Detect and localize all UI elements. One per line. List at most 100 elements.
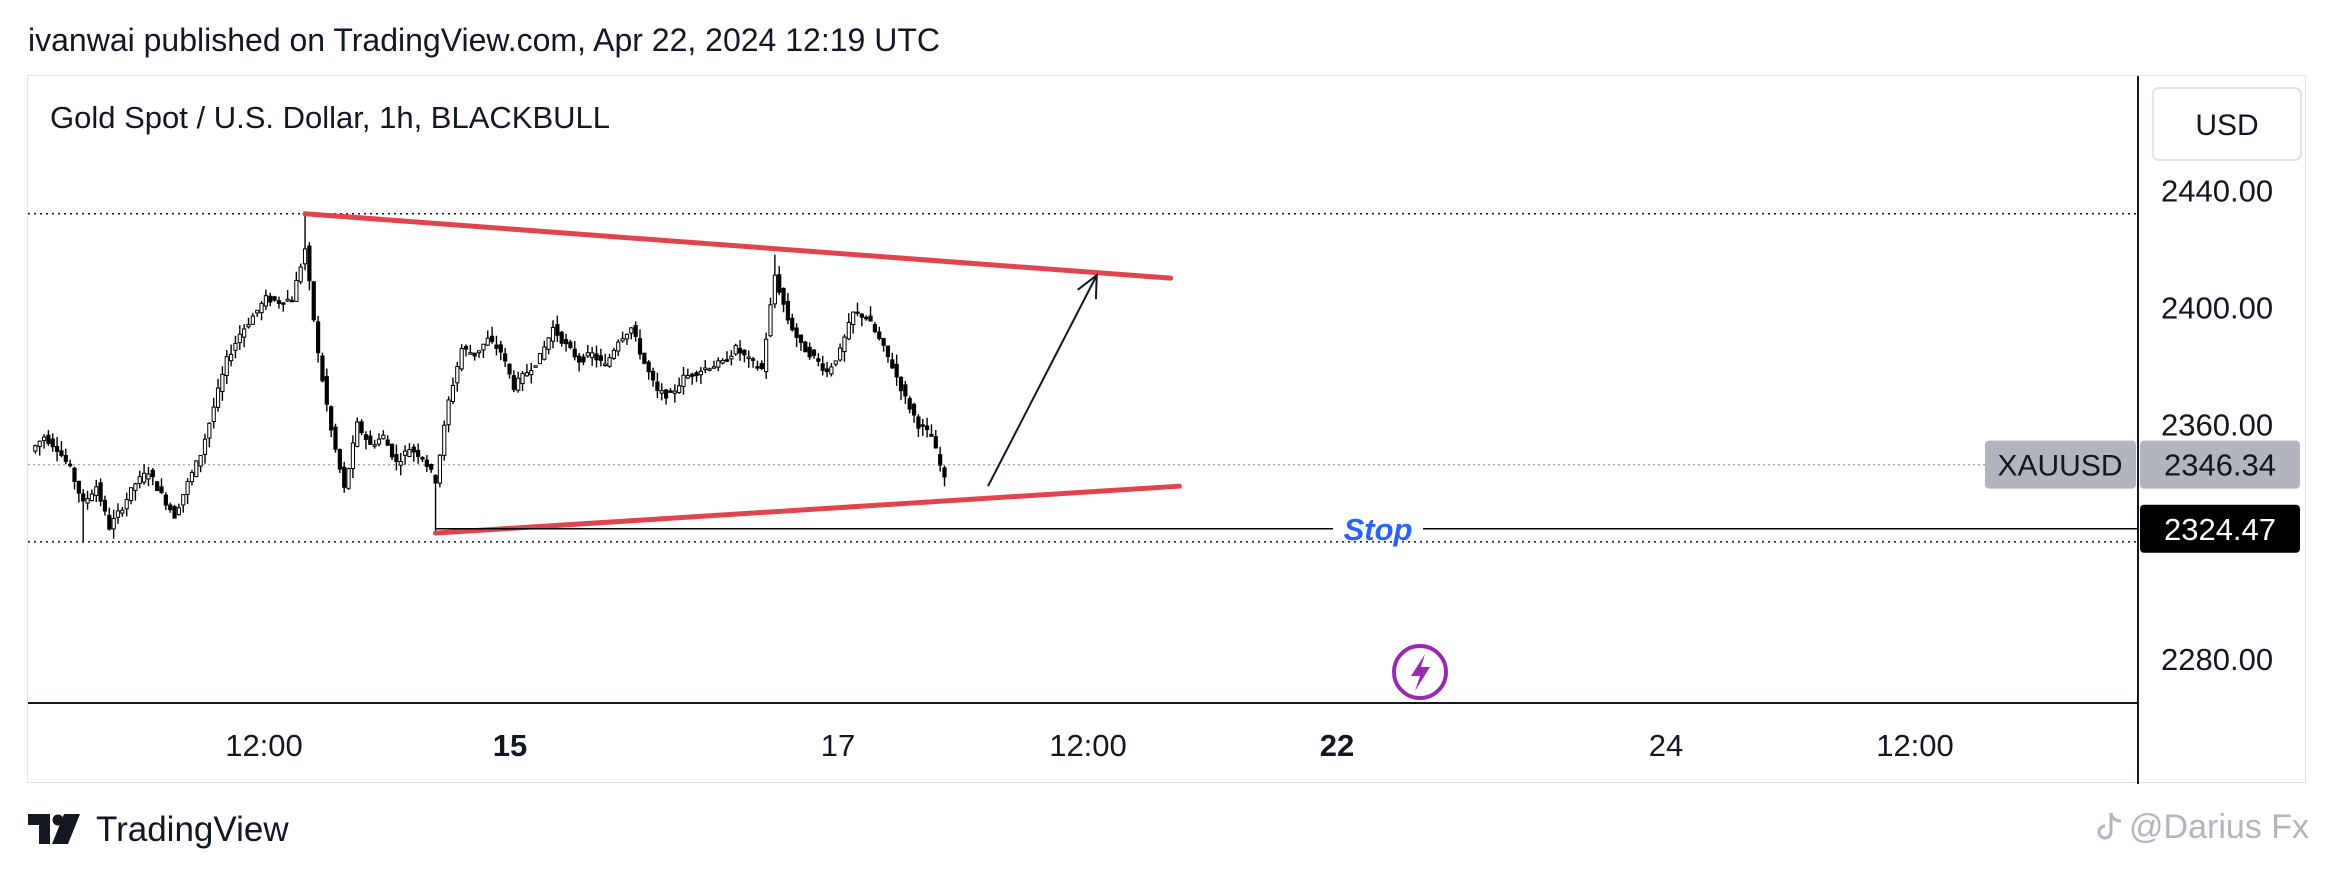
candle-body [181,494,186,506]
symbol-badge [1985,440,2136,489]
candle-body [94,486,99,496]
candle-body [785,300,790,321]
projection-arrow-head[interactable] [1077,273,1098,300]
candle-body [777,274,782,293]
candle-body [168,504,173,511]
time-tick-label: 12:00 [1876,728,1954,763]
candle-body [411,446,416,453]
symbol-label: XAUUSD [1997,450,2122,483]
lower-trendline[interactable] [433,483,1182,536]
candle-body [433,475,438,484]
price-axis[interactable]: 2440.00 2400.00 2360.00 2280.00 [2161,173,2273,677]
candle-body [146,473,151,480]
candle-body [524,372,529,377]
candle-body [577,355,582,363]
candle-body [420,457,425,460]
candle-body [376,438,382,445]
candle-body [655,381,660,392]
candle-body [316,321,321,354]
candle-body [798,334,804,343]
candle-body [107,514,112,530]
candle-body [907,398,912,410]
candle-body [289,299,295,303]
candle-body [115,510,121,518]
tradingview-logo[interactable]: TradingView [28,810,289,850]
candle-body [385,439,390,446]
candle-body [929,433,934,437]
lightning-icon[interactable] [1392,644,1448,700]
candle-body [516,377,521,391]
watermark-text: @Darius Fx [2129,808,2309,846]
candle-body [529,370,534,376]
candle-body [607,357,612,367]
candle-body [311,281,316,321]
candle-body [768,304,773,337]
currency-button[interactable]: USD [2152,87,2302,161]
time-tick-label: 17 [821,728,855,763]
candle-body [41,436,47,442]
candle-body [246,324,251,328]
candle-body [281,302,286,305]
time-axis[interactable]: 12:00 15 17 12:00 22 24 12:00 [225,728,1954,763]
candle-body [102,499,108,512]
candle-body [646,361,651,373]
candle-body [942,467,947,478]
candle-body [124,499,129,510]
candle-body [550,327,556,342]
candle-body [128,487,134,502]
candle-body [890,359,895,369]
candle-body [659,390,664,394]
candle-body [242,328,247,338]
currency-label: USD [2195,109,2258,142]
candle-body [485,337,490,346]
candle-body [159,486,164,494]
candle-body [355,421,360,448]
stop-price-badge [2140,504,2300,553]
candle-body [476,350,482,354]
chart-title: Gold Spot / U.S. Dollar, 1h, BLACKBULL [50,100,610,135]
candle-body [603,363,608,367]
upper-trendline[interactable] [302,211,1174,281]
chart-canvas[interactable]: Gold Spot / U.S. Dollar, 1h, BLACKBULL U… [28,76,2307,784]
candle-body [933,436,938,449]
candle-body [833,360,838,365]
candle-body [790,317,795,331]
candle-body [429,463,434,470]
drawings[interactable]: Stop [302,211,2138,547]
candle-body [829,366,834,375]
candle-body [368,435,373,445]
chart-frame[interactable]: Gold Spot / U.S. Dollar, 1h, BLACKBULL U… [27,75,2307,784]
candle-body [46,434,51,444]
candle-body [724,359,730,362]
candle-body [481,343,486,351]
candle-body [403,450,408,456]
candle-body [585,352,590,357]
candle-body [864,316,869,320]
candle-body [346,467,351,489]
candle-body [925,425,930,431]
candle-body [324,376,329,405]
brand-name: TradingView [96,810,289,849]
candle-body [337,449,342,470]
candle-body [716,360,721,368]
projection-arrow[interactable] [987,274,1098,487]
candle-body [681,374,686,387]
candle-body [394,453,399,462]
candle-body [72,467,77,483]
candle-body [255,309,260,314]
candle-body [807,346,812,358]
candle-body [172,506,177,519]
candle-body [37,440,42,448]
candle-body [590,352,595,358]
price-badges: XAUUSD 2346.34 2324.47 [1985,440,2300,553]
price-tick-label: 2400.00 [2161,290,2273,325]
candle-body [155,481,160,492]
candle-body [98,482,103,502]
candle-body [407,448,412,458]
candle-body [877,331,882,340]
candle-body [755,366,760,369]
candle-body [772,274,777,305]
candle-body [703,367,708,371]
candle-body [624,333,630,340]
candle-body [389,443,395,458]
